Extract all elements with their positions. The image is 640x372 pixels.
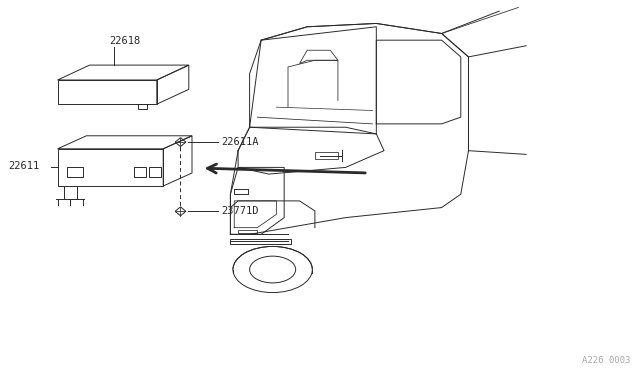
Text: A226 0003: A226 0003 [582, 356, 630, 365]
Bar [315, 152, 338, 159]
Bar [134, 167, 146, 177]
Text: 22611: 22611 [8, 161, 40, 170]
Text: 22611A: 22611A [221, 137, 259, 147]
Text: 23771D: 23771D [221, 206, 259, 216]
Bar [238, 230, 257, 233]
Bar [149, 167, 161, 177]
Bar [234, 189, 248, 194]
Bar [67, 167, 83, 177]
Text: 22618: 22618 [109, 36, 140, 46]
